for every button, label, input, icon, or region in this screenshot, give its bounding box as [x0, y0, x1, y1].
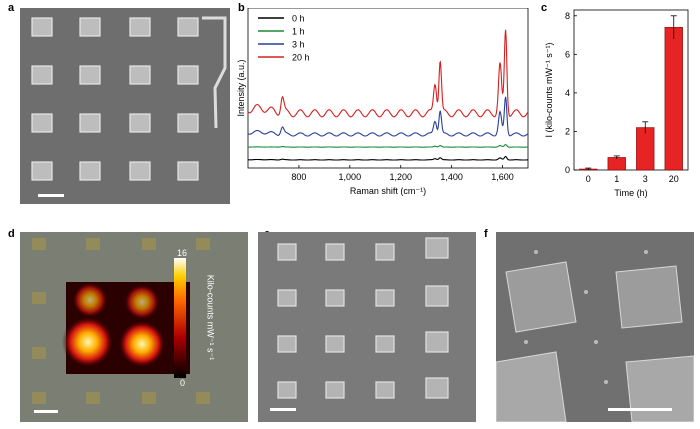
- legend-label-2: 3 h: [292, 40, 305, 50]
- panel-label-f: f: [484, 228, 488, 240]
- x-tick-label-2: 3: [643, 174, 648, 184]
- legend-label-1: 1 h: [292, 27, 305, 37]
- legend-label-3: 20 h: [292, 53, 310, 63]
- panel-label-d: d: [8, 228, 15, 240]
- intensity-bar-chart: 0 1 3 20 0 2 4 6 8 Time (h) I (kilo-counts mW⁻¹ s⁻…: [540, 8, 700, 216]
- colorbar-label: Kilo-counts mW⁻¹ s⁻¹: [205, 274, 216, 361]
- series-line-1: [248, 144, 528, 148]
- y-tick-label-2: 4: [565, 88, 570, 98]
- raman-chart-svg: 0 h 1 h 3 h 20 h 800 1,000 1,200 1,400 1,600 Rama…: [236, 8, 529, 196]
- panel-label-a: a: [8, 2, 15, 14]
- y-tick-label-0: 0: [565, 165, 570, 175]
- x-tick-label-1: 1: [614, 174, 619, 184]
- x-tick-label-1: 1,000: [339, 172, 362, 182]
- series-line-2: [247, 96, 529, 137]
- bar-1: [607, 157, 626, 171]
- optical-map-d: [20, 232, 248, 422]
- series-line-0: [248, 155, 528, 161]
- colorbar-min-label: 0: [180, 378, 186, 388]
- raman-chart: 0 h 1 h 3 h 20 h 800 1,000 1,200 1,400 1,600 Rama…: [236, 8, 536, 216]
- sem-image-e: [258, 232, 476, 422]
- x-tick-label-0: 0: [586, 174, 591, 184]
- sem-image-a: [20, 8, 230, 204]
- x-tick-label-4: 1,600: [491, 172, 514, 182]
- series-line-3: [247, 29, 529, 118]
- y-tick-label-1: 2: [565, 126, 570, 136]
- bar-2: [636, 127, 655, 171]
- x-axis-label: Time (h): [614, 188, 647, 198]
- sem-image-f: [496, 232, 694, 422]
- x-axis-label: Raman shift (cm⁻¹): [350, 186, 426, 196]
- colorbar-max-label: 16: [177, 248, 188, 258]
- bar-3: [664, 27, 683, 171]
- sem-pillars-e: [258, 232, 476, 422]
- plot-frame: [247, 8, 529, 169]
- panel-label-b: b: [238, 2, 245, 14]
- x-tick-label-3: 1,400: [440, 172, 463, 182]
- legend-label-0: 0 h: [292, 14, 305, 24]
- sem-pillars-a: [20, 8, 230, 204]
- optical-image-d: 16 0 Kilo-counts mW⁻¹ s⁻¹: [20, 232, 248, 422]
- panel-label-c: c: [541, 2, 548, 14]
- y-tick-label-4: 8: [565, 11, 570, 21]
- y-tick-label-3: 6: [565, 49, 570, 59]
- sem-closeup-f: [496, 232, 694, 422]
- y-axis-label: Intensity (a.u.): [236, 59, 246, 116]
- x-tick-label-3: 20: [669, 174, 679, 184]
- x-tick-label-2: 1,200: [389, 172, 412, 182]
- bar-chart-svg: 0 1 3 20 0 2 4 6 8 Time (h) I (kilo-counts mW⁻¹ s⁻…: [544, 9, 689, 198]
- y-axis-label: I (kilo-counts mW⁻¹ s⁻¹): [544, 42, 554, 137]
- plot-frame: [573, 9, 689, 171]
- x-tick-label-0: 800: [291, 172, 306, 182]
